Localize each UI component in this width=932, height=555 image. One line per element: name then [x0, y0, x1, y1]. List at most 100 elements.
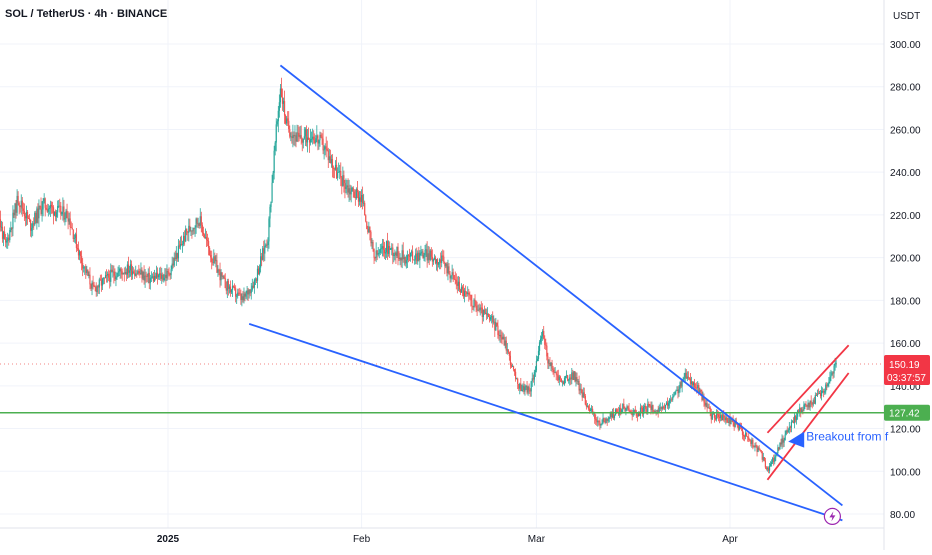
candle-body: [311, 138, 313, 140]
y-tick-label: 260.00: [890, 125, 921, 136]
candle-body: [707, 407, 709, 409]
candle-body: [145, 275, 147, 277]
candle-body: [428, 253, 430, 260]
candle-body: [659, 407, 661, 409]
candle-body: [48, 208, 50, 210]
candle-body: [383, 249, 386, 254]
candle-body: [36, 208, 38, 223]
candle-body: [0, 219, 2, 228]
candle-body: [62, 206, 64, 212]
x-axis: 2025 Feb Mar Apr: [157, 534, 739, 545]
candle-body: [108, 273, 110, 278]
candle-body: [690, 381, 693, 384]
candle-body: [649, 405, 651, 407]
candle-body: [417, 252, 419, 262]
candle-body: [256, 268, 259, 281]
candle-body: [226, 280, 228, 291]
candle-body: [23, 210, 25, 217]
candle-body: [93, 284, 95, 287]
candle-body: [71, 227, 73, 230]
candle-body: [306, 137, 309, 143]
candle-body: [134, 273, 136, 276]
candle-body: [548, 362, 550, 364]
candle-body: [696, 387, 698, 389]
candle-body: [42, 200, 44, 210]
candle-body: [756, 445, 758, 452]
candle-body: [262, 248, 264, 260]
candle-body: [714, 417, 717, 420]
candle-body: [104, 275, 107, 279]
candle-body: [151, 276, 153, 278]
candle-body: [684, 372, 686, 378]
candle-body: [309, 139, 312, 143]
candle-body: [76, 248, 79, 249]
candle-body: [34, 212, 36, 225]
candle-body: [328, 156, 330, 161]
candle-body: [641, 408, 644, 415]
candle-body: [166, 271, 168, 279]
candle-body: [556, 374, 558, 376]
candle-body: [760, 450, 762, 452]
candle-body: [385, 241, 388, 253]
candle-body: [378, 252, 380, 254]
candle-body: [834, 363, 836, 366]
candle-body: [268, 218, 270, 242]
candle-body: [155, 272, 158, 279]
candle-body: [507, 349, 509, 353]
candle-body: [435, 259, 438, 264]
candle-body: [10, 227, 12, 231]
candle-body: [8, 237, 10, 241]
candle-body: [559, 376, 561, 379]
candle-body: [207, 241, 210, 248]
candle-body: [555, 372, 557, 375]
candle-body: [287, 118, 289, 121]
candle-body: [94, 286, 96, 288]
candle-body: [407, 255, 410, 256]
candle-body: [135, 273, 137, 276]
candle-body: [703, 396, 705, 403]
candle-body: [245, 293, 247, 297]
candle-body: [606, 418, 608, 421]
candle-body: [92, 282, 94, 285]
symbol-title[interactable]: SOL / TetherUS · 4h · BINANCE: [5, 8, 168, 20]
candle-body: [39, 205, 41, 207]
candle-body: [100, 280, 102, 286]
candle-body: [16, 195, 18, 213]
candle-body: [347, 185, 349, 193]
candle-body: [686, 376, 688, 379]
candle-body: [485, 312, 488, 315]
candle-body: [138, 271, 140, 274]
candle-body: [241, 296, 243, 300]
candle-body: [204, 236, 207, 238]
candle-body: [362, 194, 364, 204]
currency-label[interactable]: USDT: [893, 11, 921, 22]
candle-body: [687, 376, 689, 378]
candle-body: [144, 275, 146, 281]
candle-body: [766, 468, 769, 470]
candle-body: [211, 257, 213, 263]
candle-body: [224, 278, 226, 289]
candle-body: [416, 253, 418, 262]
candle-body: [261, 256, 263, 260]
candle-body: [194, 227, 196, 229]
candle-body: [733, 422, 735, 427]
candle-body: [679, 382, 681, 390]
candle-body: [643, 406, 645, 415]
candle-body: [620, 407, 622, 413]
candle-body: [772, 458, 774, 463]
candle-body: [363, 202, 365, 204]
candle-body: [440, 259, 442, 263]
candle-body: [381, 246, 383, 249]
candle-body: [811, 403, 813, 405]
candle-body: [51, 206, 54, 208]
candle-body: [384, 252, 387, 254]
candle-body: [664, 404, 667, 409]
candle-body: [242, 296, 244, 301]
candle-body: [773, 458, 775, 462]
candle-body: [426, 249, 428, 261]
candle-body: [202, 232, 204, 235]
candle-body: [547, 356, 549, 364]
candle-body: [389, 245, 391, 250]
